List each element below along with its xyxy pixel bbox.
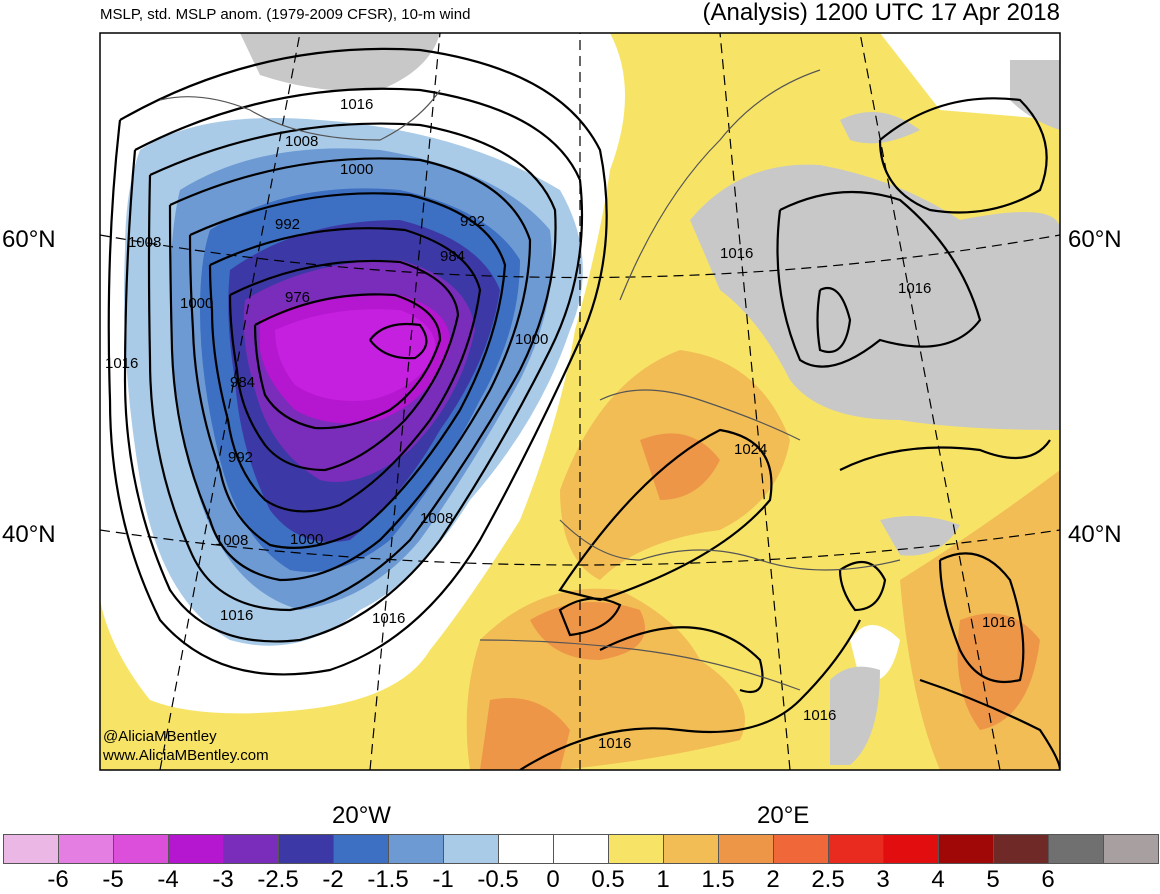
isobar-label: 1008 xyxy=(285,133,319,150)
colorbar-swatch xyxy=(58,834,114,864)
isobar-label: 1016 xyxy=(720,245,754,262)
colorbar-swatch xyxy=(388,834,444,864)
colorbar-tick-label: 2.5 xyxy=(811,866,845,893)
colorbar-swatch xyxy=(168,834,224,864)
colorbar-swatch xyxy=(278,834,334,864)
isobar-label: 1000 xyxy=(515,331,549,348)
lat-label-60n-left: 60°N xyxy=(2,226,56,253)
isobar-label: 1016 xyxy=(340,96,374,113)
colorbar-swatch xyxy=(993,834,1049,864)
colorbar-tick-label: -3 xyxy=(212,866,234,893)
colorbar-swatch xyxy=(663,834,719,864)
isobar-label: 992 xyxy=(275,216,301,233)
colorbar-swatch xyxy=(938,834,994,864)
colorbar-swatch xyxy=(498,834,554,864)
colorbar-swatch xyxy=(443,834,499,864)
colorbar-tick-label: -6 xyxy=(47,866,69,893)
isobar-label: 1016 xyxy=(898,280,932,297)
isobar-label: 992 xyxy=(228,449,254,466)
isobar-label: 976 xyxy=(285,289,311,306)
isobar-label: 1016 xyxy=(598,735,632,752)
isobar-label: 1016 xyxy=(803,707,837,724)
lat-label-40n-left: 40°N xyxy=(2,521,56,548)
anomaly-field xyxy=(100,33,1060,770)
colorbar-swatch xyxy=(608,834,664,864)
lat-label-60n-right: 60°N xyxy=(1068,226,1122,253)
isobar-label: 1016 xyxy=(982,614,1016,631)
colorbar-swatch xyxy=(223,834,279,864)
colorbar-tick-label: 6 xyxy=(1041,866,1055,893)
isobar-label: 1016 xyxy=(105,355,139,372)
colorbar-tick-label: -2 xyxy=(322,866,344,893)
graticule xyxy=(100,33,1060,770)
colorbar-tick-label: -5 xyxy=(102,866,124,893)
isobar-label: 1008 xyxy=(128,234,162,251)
isobar-label: 1000 xyxy=(180,295,214,312)
colorbar-tick-label: 1.5 xyxy=(701,866,735,893)
colorbar-tick-label: 1 xyxy=(656,866,670,893)
colorbar-swatch xyxy=(1103,834,1159,864)
colorbar-tick-label: 0 xyxy=(546,866,560,893)
colorbar-tick-label: 0.5 xyxy=(591,866,625,893)
lon-label-20e: 20°E xyxy=(757,802,810,829)
isobar-label: 1000 xyxy=(340,161,374,178)
isobar-label: 1008 xyxy=(420,510,454,527)
lat-label-40n-right: 40°N xyxy=(1068,521,1122,548)
anomaly-colorbar xyxy=(3,834,1159,864)
colorbar-swatch xyxy=(773,834,829,864)
map-frame xyxy=(99,32,1061,771)
colorbar-tick-label: -0.5 xyxy=(477,866,519,893)
colorbar-swatch xyxy=(333,834,389,864)
isobars xyxy=(107,47,1060,770)
colorbar-swatch xyxy=(113,834,169,864)
map-fields-title: MSLP, std. MSLP anom. (1979-2009 CFSR), … xyxy=(100,6,471,23)
colorbar-tick-label: 3 xyxy=(876,866,890,893)
isobar-label: 1016 xyxy=(372,610,406,627)
colorbar-swatch xyxy=(1048,834,1104,864)
coastlines xyxy=(159,69,901,691)
map-valid-time: (Analysis) 1200 UTC 17 Apr 2018 xyxy=(702,0,1060,26)
credit-handle: @AliciaMBentley xyxy=(103,728,217,745)
colorbar-tick-label: -1.5 xyxy=(367,866,409,893)
isobar-label: 992 xyxy=(460,213,486,230)
lon-label-20w: 20°W xyxy=(332,802,391,829)
credit-website[interactable]: www.AliciaMBentley.com xyxy=(103,747,269,764)
isobar-label: 1008 xyxy=(215,532,249,549)
colorbar-tick-label: -1 xyxy=(432,866,454,893)
isobar-label: 984 xyxy=(440,248,466,265)
colorbar-swatch xyxy=(718,834,774,864)
colorbar-tick-label: 4 xyxy=(931,866,945,893)
isobar-label: 984 xyxy=(230,374,256,391)
isobar-label: 1024 xyxy=(734,441,768,458)
colorbar-swatch xyxy=(828,834,884,864)
isobar-label: 1016 xyxy=(220,607,254,624)
isobar-label: 1000 xyxy=(290,531,324,548)
colorbar-swatch xyxy=(883,834,939,864)
colorbar-tick-label: -4 xyxy=(157,866,179,893)
colorbar-tick-label: 5 xyxy=(986,866,1000,893)
colorbar-tick-label: 2 xyxy=(766,866,780,893)
colorbar-swatch xyxy=(3,834,59,864)
colorbar-swatch xyxy=(553,834,609,864)
colorbar-tick-label: -2.5 xyxy=(257,866,299,893)
